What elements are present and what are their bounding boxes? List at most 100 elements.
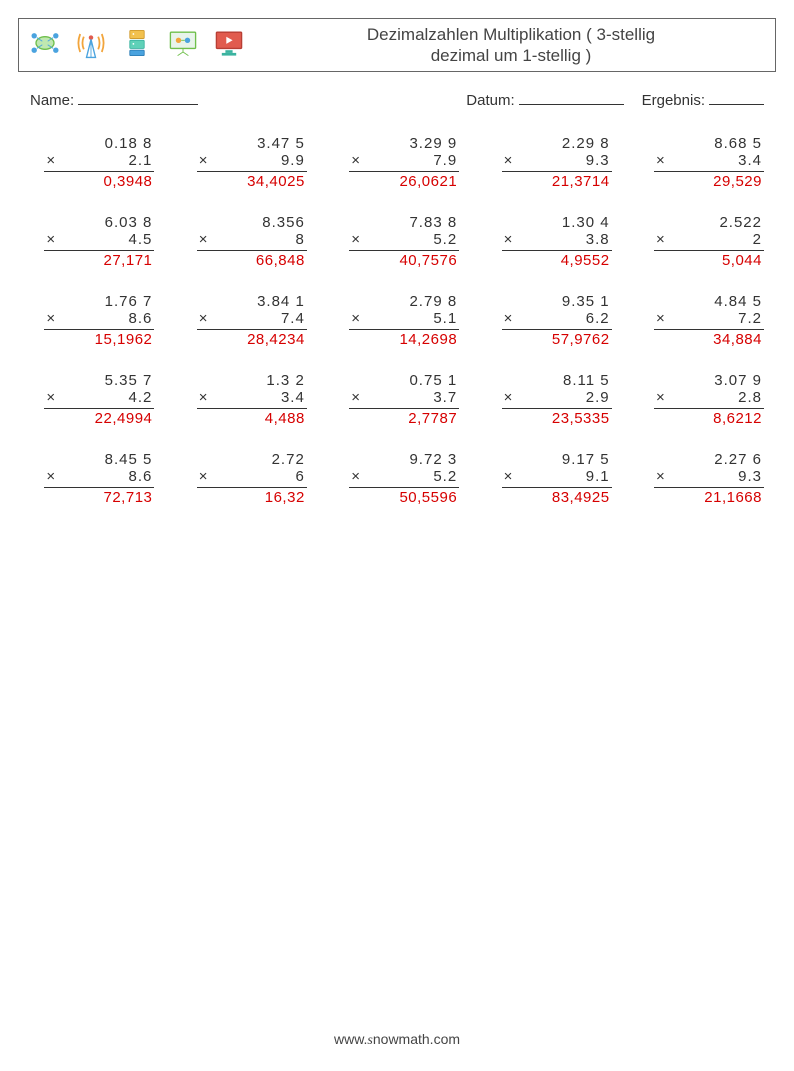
problem: 8.68 5×3.429,529 (654, 135, 764, 190)
answer: 66,848 (197, 251, 307, 269)
problem: 7.83 8×5.240,7576 (349, 214, 459, 269)
title-line-1: Dezimalzahlen Multiplikation ( 3-stellig (367, 25, 655, 44)
problem: 3.84 1×7.428,4234 (197, 293, 307, 348)
globe-network-icon (27, 25, 63, 65)
monitor-play-icon (211, 25, 247, 65)
answer: 21,3714 (502, 172, 612, 190)
answer: 0,3948 (44, 172, 154, 190)
multiplier: 8.6 (60, 310, 152, 327)
answer: 50,5596 (349, 488, 459, 506)
multiply-symbol: × (46, 389, 60, 406)
answer: 2,7787 (349, 409, 459, 427)
multiplicand: 8.356 (213, 214, 305, 231)
multiply-symbol: × (199, 468, 213, 485)
presentation-icon (165, 25, 201, 65)
problem-grid: 0.18 8×2.10,39483.47 5×9.934,40253.29 9×… (30, 135, 764, 506)
multiplicand: 8.11 5 (518, 372, 610, 389)
multiplicand: 7.83 8 (365, 214, 457, 231)
multiplicand: 0.75 1 (365, 372, 457, 389)
datum-label: Datum: (466, 92, 514, 109)
header-icons (19, 25, 247, 65)
multiply-symbol: × (656, 231, 670, 248)
multiply-symbol: × (46, 231, 60, 248)
worksheet-title: Dezimalzahlen Multiplikation ( 3-stellig… (247, 20, 775, 71)
answer: 21,1668 (654, 488, 764, 506)
ergebnis-label: Ergebnis: (642, 92, 705, 109)
problem: 2.522×2 5,044 (654, 214, 764, 269)
multiply-symbol: × (351, 468, 365, 485)
answer: 23,5335 (502, 409, 612, 427)
problem: 5.35 7×4.2 22,4994 (44, 372, 154, 427)
multiplicand: 3.47 5 (213, 135, 305, 152)
multiply-symbol: × (504, 389, 518, 406)
problem: 2.79 8×5.1 14,2698 (349, 293, 459, 348)
multiplier: 9.9 (213, 152, 305, 169)
footer: www.snowmath.com (0, 1031, 794, 1049)
multiplicand: 9.17 5 (518, 451, 610, 468)
multiplier: 8.6 (60, 468, 152, 485)
answer: 27,171 (44, 251, 154, 269)
multiplicand: 2.72 (213, 451, 305, 468)
multiply-symbol: × (199, 310, 213, 327)
multiply-symbol: × (351, 389, 365, 406)
header-bar: Dezimalzahlen Multiplikation ( 3-stellig… (18, 18, 776, 72)
answer: 72,713 (44, 488, 154, 506)
answer: 22,4994 (44, 409, 154, 427)
multiplicand: 2.522 (670, 214, 762, 231)
multiplicand: 1.3 2 (213, 372, 305, 389)
multiplier: 4.2 (60, 389, 152, 406)
multiply-symbol: × (351, 310, 365, 327)
multiplicand: 4.84 5 (670, 293, 762, 310)
problem: 0.75 1×3.7 2,7787 (349, 372, 459, 427)
multiplier: 3.4 (213, 389, 305, 406)
problem: 4.84 5×7.234,884 (654, 293, 764, 348)
name-blank[interactable] (78, 90, 198, 105)
multiplicand: 1.30 4 (518, 214, 610, 231)
datum-blank[interactable] (519, 90, 624, 105)
multiplier: 3.8 (518, 231, 610, 248)
multiply-symbol: × (199, 389, 213, 406)
multiplier: 2 (670, 231, 762, 248)
answer: 26,0621 (349, 172, 459, 190)
multiplier: 5.2 (365, 231, 457, 248)
answer: 15,1962 (44, 330, 154, 348)
server-icon (119, 25, 155, 65)
answer: 5,044 (654, 251, 764, 269)
multiplicand: 3.29 9 (365, 135, 457, 152)
footer-rest: nowmath.com (373, 1031, 460, 1047)
multiply-symbol: × (504, 152, 518, 169)
multiplier: 8 (213, 231, 305, 248)
multiplicand: 2.79 8 (365, 293, 457, 310)
answer: 8,6212 (654, 409, 764, 427)
problem: 1.3 2×3.4 4,488 (197, 372, 307, 427)
multiplier: 5.2 (365, 468, 457, 485)
multiply-symbol: × (351, 152, 365, 169)
problem: 1.76 7×8.615,1962 (44, 293, 154, 348)
answer: 4,488 (197, 409, 307, 427)
multiplier: 6 (213, 468, 305, 485)
multiplicand: 3.84 1 (213, 293, 305, 310)
answer: 14,2698 (349, 330, 459, 348)
multiplier: 3.7 (365, 389, 457, 406)
problem: 0.18 8×2.10,3948 (44, 135, 154, 190)
name-label: Name: (30, 92, 74, 109)
problem: 8.45 5×8.672,713 (44, 451, 154, 506)
multiply-symbol: × (656, 152, 670, 169)
multiply-symbol: × (656, 468, 670, 485)
multiplicand: 3.07 9 (670, 372, 762, 389)
multiply-symbol: × (504, 468, 518, 485)
multiplier: 5.1 (365, 310, 457, 327)
multiplicand: 9.72 3 (365, 451, 457, 468)
ergebnis-blank[interactable] (709, 90, 764, 105)
problem: 1.30 4×3.84,9552 (502, 214, 612, 269)
problem: 8.11 5×2.923,5335 (502, 372, 612, 427)
multiplier: 3.4 (670, 152, 762, 169)
multiplier: 9.3 (670, 468, 762, 485)
multiplicand: 5.35 7 (60, 372, 152, 389)
answer: 34,884 (654, 330, 764, 348)
multiply-symbol: × (656, 389, 670, 406)
multiplier: 9.3 (518, 152, 610, 169)
multiply-symbol: × (46, 310, 60, 327)
multiplier: 7.9 (365, 152, 457, 169)
multiplicand: 0.18 8 (60, 135, 152, 152)
